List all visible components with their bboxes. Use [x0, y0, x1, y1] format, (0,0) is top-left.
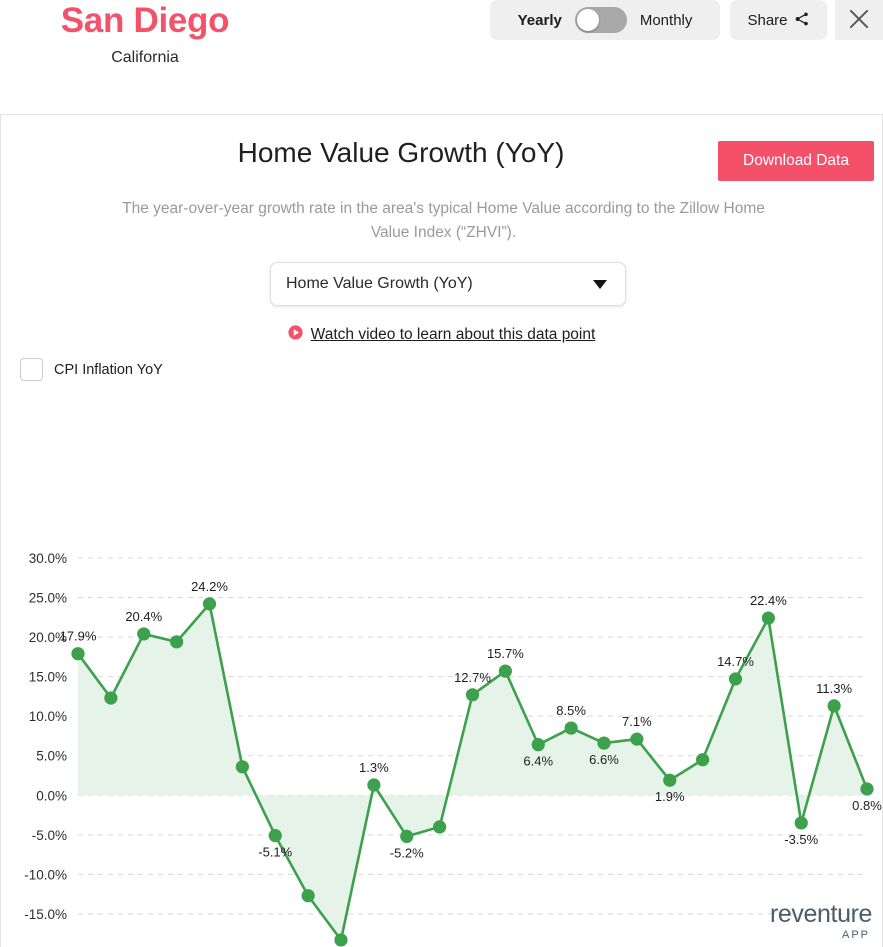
svg-text:22.4%: 22.4% — [750, 593, 787, 608]
watermark-sub: APP — [841, 929, 870, 941]
svg-text:10.0%: 10.0% — [29, 709, 67, 724]
svg-text:0.8%: 0.8% — [852, 798, 882, 813]
close-icon — [846, 6, 872, 35]
svg-text:20.0%: 20.0% — [29, 630, 67, 645]
svg-text:1.9%: 1.9% — [655, 789, 685, 804]
panel-header: San Diego California Yearly Monthly Shar… — [0, 0, 883, 110]
svg-text:6.6%: 6.6% — [589, 752, 619, 767]
svg-text:1.3%: 1.3% — [359, 760, 389, 775]
share-icon — [794, 11, 810, 30]
svg-text:20.4%: 20.4% — [125, 609, 162, 624]
chart-description: The year-over-year growth rate in the ar… — [122, 200, 765, 242]
frequency-toggle-group[interactable]: Yearly Monthly — [490, 0, 720, 40]
svg-text:-3.5%: -3.5% — [784, 832, 818, 847]
line-chart: 30.0% 25.0% 20.0% 15.0% 10.0% 5.0% 0.0% -5.0% -1… — [1, 415, 883, 947]
download-data-button[interactable]: Download Data — [718, 141, 874, 181]
svg-text:12.7%: 12.7% — [454, 670, 491, 685]
svg-text:25.0%: 25.0% — [29, 591, 67, 606]
svg-text:14.7%: 14.7% — [717, 654, 754, 669]
close-button[interactable] — [835, 0, 883, 40]
cpi-inflation-toggle-row[interactable]: CPI Inflation YoY — [20, 358, 163, 381]
svg-text:-5.0%: -5.0% — [32, 828, 67, 843]
svg-text:-5.2%: -5.2% — [390, 845, 424, 860]
reventure-watermark: reventure APP — [770, 902, 872, 941]
metric-select[interactable]: Home Value Growth (YoY) — [270, 262, 626, 306]
svg-text:7.1%: 7.1% — [622, 714, 652, 729]
state-subtitle: California — [111, 48, 179, 66]
location-block: San Diego California — [0, 0, 290, 67]
svg-text:-15.0%: -15.0% — [24, 907, 67, 922]
svg-text:15.7%: 15.7% — [487, 646, 524, 661]
toggle-label-yearly[interactable]: Yearly — [517, 11, 562, 29]
watermark-main: reventure — [769, 900, 872, 928]
metric-select-value: Home Value Growth (YoY) — [286, 275, 473, 292]
chart-svg: 30.0% 25.0% 20.0% 15.0% 10.0% 5.0% 0.0% -5.0% -1… — [24, 551, 882, 947]
svg-text:24.2%: 24.2% — [191, 579, 228, 594]
svg-text:17.9%: 17.9% — [60, 629, 97, 644]
play-circle-icon — [287, 324, 304, 346]
svg-text:15.0%: 15.0% — [29, 670, 67, 685]
svg-text:5.0%: 5.0% — [36, 749, 67, 764]
svg-text:0.0%: 0.0% — [36, 788, 67, 803]
toggle-label-monthly[interactable]: Monthly — [639, 11, 693, 29]
chevron-down-icon — [593, 279, 607, 289]
toggle-knob — [576, 9, 599, 31]
chart-card: Home Value Growth (YoY) Download Data Th… — [0, 114, 883, 947]
cpi-inflation-label: CPI Inflation YoY — [54, 361, 163, 378]
watch-video-row[interactable]: Watch video to learn about this data poi… — [231, 324, 651, 346]
svg-text:-10.0%: -10.0% — [24, 867, 67, 882]
share-button-label: Share — [747, 11, 788, 29]
city-title: San Diego — [60, 1, 230, 40]
page-title: Home Value Growth (YoY) — [237, 137, 565, 168]
svg-text:6.4%: 6.4% — [523, 754, 553, 769]
svg-text:11.3%: 11.3% — [816, 681, 852, 696]
frequency-toggle-switch[interactable] — [574, 7, 627, 33]
watch-video-link[interactable]: Watch video to learn about this data poi… — [310, 326, 596, 343]
cpi-inflation-checkbox[interactable] — [20, 358, 43, 381]
svg-text:8.5%: 8.5% — [556, 703, 586, 718]
svg-text:-5.1%: -5.1% — [258, 845, 292, 860]
svg-text:30.0%: 30.0% — [29, 551, 67, 566]
share-button[interactable]: Share — [730, 0, 827, 40]
